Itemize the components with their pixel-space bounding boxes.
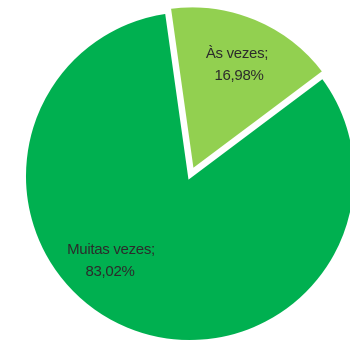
- label-muitas-vezes-value: 83,02%: [85, 263, 134, 280]
- slice-muitas-vezes: [22, 9, 350, 344]
- slice-as-vezes: [166, 3, 328, 176]
- label-as-vezes-category: Às vezes;: [206, 45, 268, 62]
- label-as-vezes-value: 16,98%: [214, 67, 263, 84]
- label-muitas-vezes-category: Muitas vezes;: [67, 241, 155, 258]
